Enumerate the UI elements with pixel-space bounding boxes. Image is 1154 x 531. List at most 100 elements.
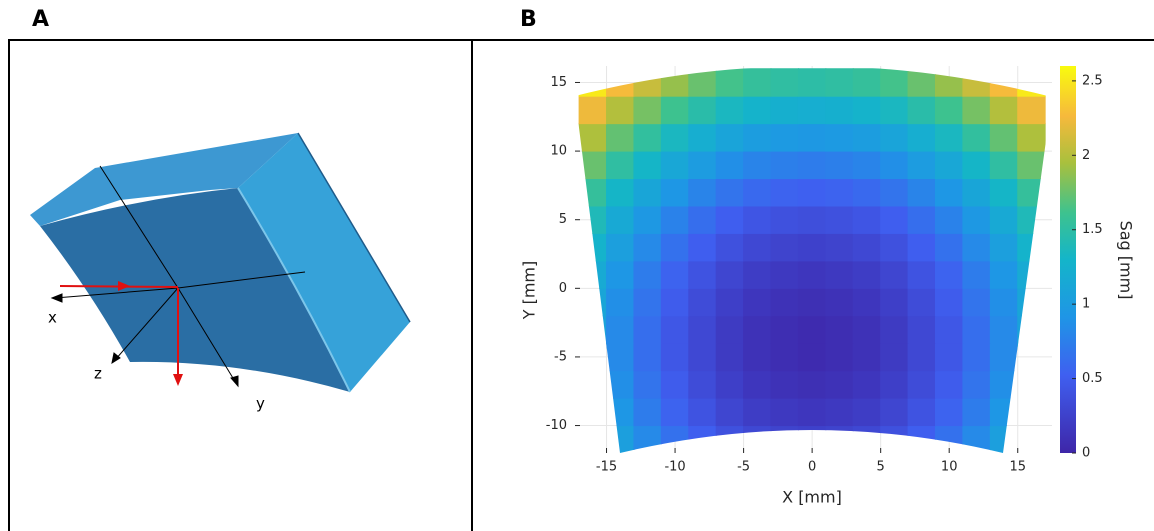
- cell: [962, 178, 991, 207]
- cell: [633, 123, 662, 152]
- cell: [633, 425, 662, 453]
- cell: [688, 68, 717, 97]
- cell: [633, 95, 662, 125]
- cell: [633, 68, 662, 97]
- cell: [606, 232, 635, 262]
- cell: [880, 315, 909, 344]
- y-tick-label: 15: [550, 75, 567, 90]
- cell: [797, 287, 827, 317]
- cell: [606, 95, 635, 125]
- cell: [660, 232, 690, 262]
- cell: [962, 95, 991, 125]
- cell: [743, 370, 772, 399]
- cell: [715, 123, 745, 152]
- cell: [743, 178, 772, 207]
- cell: [715, 68, 745, 97]
- x-tick-label: -15: [596, 460, 617, 475]
- ticks: -15 -10 -5 0 5 10 15 -10 -5 0 5 10 15 0 0.5 1 1.5 2 2.5: [546, 73, 1103, 474]
- cell: [907, 95, 936, 125]
- cell: [743, 150, 772, 180]
- cell: [578, 260, 608, 289]
- cell: [606, 425, 635, 453]
- cell: [660, 315, 690, 344]
- cell: [660, 95, 690, 125]
- cell: [715, 232, 745, 262]
- cell: [934, 95, 964, 125]
- cell: [578, 425, 608, 453]
- cell: [907, 123, 936, 152]
- cell: [770, 205, 799, 234]
- cell: [934, 397, 964, 427]
- cell: [934, 178, 964, 207]
- cell: [606, 287, 635, 317]
- cell: [934, 150, 964, 180]
- y-tick-label: 0: [559, 281, 567, 296]
- cell: [688, 232, 717, 262]
- cell: [688, 370, 717, 399]
- cell: [1017, 397, 1046, 427]
- x-tick-label: -10: [664, 460, 685, 475]
- cell: [825, 370, 854, 399]
- cell: [852, 260, 882, 289]
- cell: [825, 150, 854, 180]
- cell: [797, 232, 827, 262]
- cell: [989, 397, 1019, 427]
- cell: [962, 397, 991, 427]
- cell: [907, 260, 936, 289]
- y-tick-label: -10: [546, 418, 567, 433]
- cell: [825, 425, 854, 453]
- x-tick-label: 5: [877, 460, 885, 475]
- panel-label: A: [32, 7, 49, 32]
- cell: [688, 150, 717, 180]
- cell: [962, 150, 991, 180]
- cell: [633, 232, 662, 262]
- cell: [578, 287, 608, 317]
- cell: [852, 397, 882, 427]
- cell: [934, 205, 964, 234]
- cell: [880, 370, 909, 399]
- cell: [660, 205, 690, 234]
- cell: [1017, 287, 1046, 317]
- cell: [660, 370, 690, 399]
- cell: [770, 95, 799, 125]
- cell: [852, 425, 882, 453]
- y-axis-title: Y [mm]: [520, 261, 539, 321]
- cell: [715, 150, 745, 180]
- cell: [989, 178, 1019, 207]
- cell: [743, 232, 772, 262]
- cell: [770, 315, 799, 344]
- y-tick-label: 5: [559, 212, 567, 227]
- cell: [934, 123, 964, 152]
- cell: [852, 95, 882, 125]
- cell: [660, 342, 690, 372]
- cell: [934, 370, 964, 399]
- cell: [934, 287, 964, 317]
- cell: [934, 232, 964, 262]
- cell: [606, 397, 635, 427]
- cell: [743, 205, 772, 234]
- cell: [907, 68, 936, 97]
- cell: [715, 397, 745, 427]
- y-tick-label: 10: [550, 144, 567, 159]
- cell: [852, 287, 882, 317]
- cell: [688, 123, 717, 152]
- cell: [1017, 95, 1046, 125]
- cell: [989, 95, 1019, 125]
- cell: [633, 205, 662, 234]
- cell: [797, 370, 827, 399]
- cell: [907, 315, 936, 344]
- cell: [633, 315, 662, 344]
- cell: [688, 287, 717, 317]
- x-tick-label: 10: [941, 460, 958, 475]
- cell: [797, 68, 827, 97]
- cell: [1017, 178, 1046, 207]
- cell: [852, 68, 882, 97]
- cell: [825, 205, 854, 234]
- cell: [743, 287, 772, 317]
- cell: [606, 370, 635, 399]
- cell: [1017, 260, 1046, 289]
- cell: [797, 315, 827, 344]
- cell: [852, 315, 882, 344]
- cell: [688, 425, 717, 453]
- cell: [907, 205, 936, 234]
